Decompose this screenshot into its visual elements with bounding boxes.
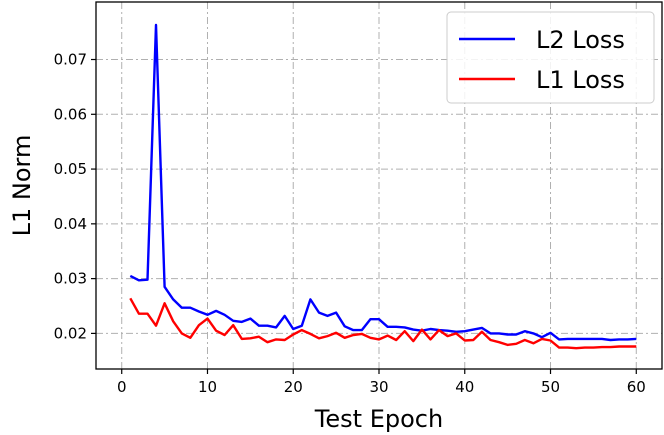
x-tick-label: 50 bbox=[541, 378, 560, 396]
y-tick-label: 0.04 bbox=[54, 215, 87, 233]
y-axis-ticks: 0.02 0.03 0.04 0.05 0.06 0.07 bbox=[54, 51, 96, 342]
x-tick-label: 10 bbox=[198, 378, 217, 396]
y-tick-label: 0.07 bbox=[54, 51, 87, 69]
y-tick-label: 0.06 bbox=[54, 105, 87, 123]
x-tick-label: 30 bbox=[369, 378, 388, 396]
legend-label-l2-loss: L2 Loss bbox=[536, 26, 625, 54]
x-tick-label: 60 bbox=[627, 378, 646, 396]
x-axis-label: Test Epoch bbox=[314, 405, 443, 433]
y-tick-label: 0.05 bbox=[54, 160, 87, 178]
series-line-l2-loss bbox=[129, 23, 637, 342]
y-axis-label: L1 Norm bbox=[8, 135, 36, 237]
y-tick-label: 0.03 bbox=[54, 270, 87, 288]
series-layer bbox=[129, 23, 637, 350]
y-tick-label: 0.02 bbox=[54, 324, 87, 342]
series-line-l1-loss bbox=[129, 297, 637, 350]
x-tick-label: 0 bbox=[117, 378, 127, 396]
x-axis-ticks: 0 10 20 30 40 50 60 bbox=[117, 369, 646, 396]
legend: L2 Loss L1 Loss bbox=[446, 11, 655, 104]
x-tick-label: 20 bbox=[284, 378, 303, 396]
x-tick-label: 40 bbox=[455, 378, 474, 396]
legend-label-l1-loss: L1 Loss bbox=[536, 66, 625, 94]
